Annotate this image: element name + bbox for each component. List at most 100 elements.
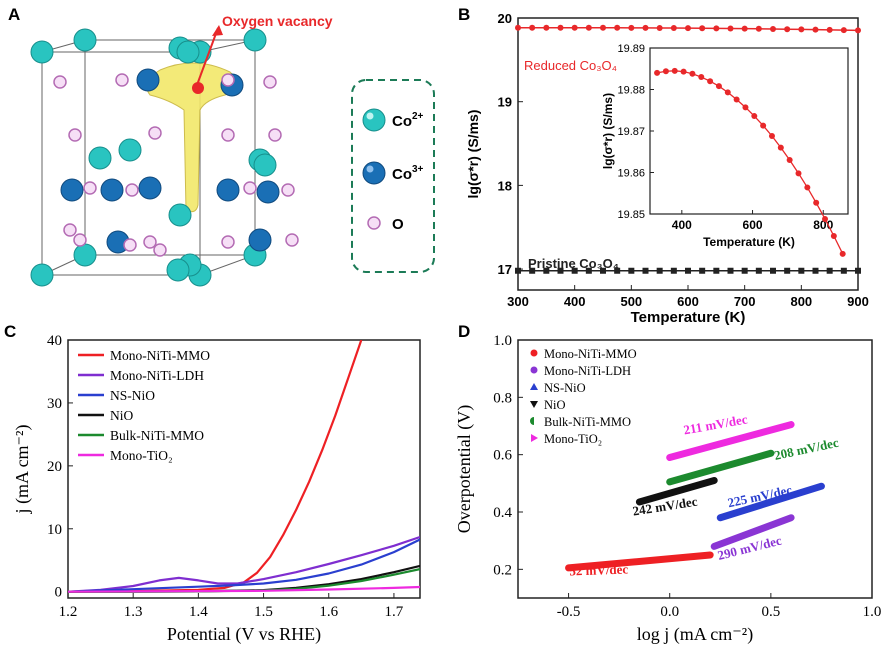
- oxygen-atom: [73, 233, 87, 247]
- data-point: [685, 25, 691, 32]
- oxygen-atom: [281, 183, 295, 197]
- co3-ion-icon: [362, 161, 386, 185]
- oxygen-atom: [125, 183, 139, 197]
- x-tick-label: 900: [847, 294, 869, 309]
- y-tick-label: 20: [498, 11, 512, 26]
- data-point: [585, 24, 592, 31]
- x-tick-label: 400: [564, 294, 586, 309]
- tafel-line-2: [716, 482, 825, 522]
- data-point: [713, 267, 720, 274]
- inset-data-point: [707, 78, 714, 85]
- oxygen-atom-icon: [367, 216, 381, 230]
- legend-label: NiO: [544, 398, 566, 412]
- x-tick-label: 1.6: [319, 604, 338, 620]
- x-tick-label: 1.2: [59, 604, 78, 620]
- pristine-label: Pristine Co₃O₄: [528, 256, 619, 271]
- co2-ion: [166, 258, 190, 282]
- x-tick-label: 1.5: [254, 604, 273, 620]
- inset-data-point: [813, 199, 820, 206]
- co2-ion: [243, 28, 267, 52]
- co2-ion: [73, 28, 97, 52]
- tafel-line-0: [565, 551, 714, 572]
- tafel-slope-label: 290 mV/dec: [716, 533, 783, 563]
- inset-data-point: [680, 68, 687, 75]
- inset-x-tick-label: 800: [813, 218, 833, 232]
- data-point: [571, 267, 578, 274]
- data-point: [812, 267, 819, 274]
- conductivity-chart: 300 400 500 600 700 800 900 17 18 19 20 Temperature…: [465, 11, 869, 326]
- oxygen-atom: [153, 243, 167, 257]
- oxygen-atom: [115, 73, 129, 87]
- y-tick-label: 20: [47, 459, 62, 475]
- data-point: [826, 267, 833, 274]
- co2-ion: [168, 203, 192, 227]
- data-point: [855, 27, 861, 34]
- co2-ion: [118, 138, 142, 162]
- y-tick-label: 0.4: [493, 505, 512, 521]
- y-axis-title: lg(σ*r) (S/ms): [465, 110, 481, 199]
- legend-marker: [530, 383, 538, 390]
- inset-y-axis-title: lg(σ*r) (S/ms): [601, 93, 615, 169]
- oxygen-atom: [221, 128, 235, 142]
- legend-co3-label: Co3+: [392, 164, 424, 183]
- inset-data-point: [804, 184, 811, 191]
- legend-marker: [530, 366, 538, 374]
- tafel-slope-label: 52 mV/dec: [569, 561, 629, 578]
- inset-data-point: [724, 89, 731, 96]
- legend-o-label: O: [392, 216, 404, 233]
- highlight: [366, 165, 374, 173]
- inset-data-point: [777, 144, 784, 151]
- series-line-1: [68, 535, 420, 593]
- data-point: [770, 25, 776, 32]
- data-point: [812, 26, 819, 33]
- legend-label: Mono-NiTi-LDH: [110, 368, 204, 383]
- x-axis-title: log j (mA cm⁻²): [637, 624, 753, 645]
- data-point: [685, 267, 691, 274]
- co3-ion: [256, 180, 280, 204]
- tafel-chart: -0.5 0.0 0.5 1.0 0.2 0.4 0.6 0.8 1.0 log j (mA cm…: [454, 333, 881, 645]
- data-point: [784, 26, 791, 33]
- x-tick-label: 1.0: [863, 604, 882, 620]
- co3-ion: [136, 68, 160, 92]
- legend-label: Mono-NiTi-LDH: [544, 364, 631, 378]
- inset-y-tick-label: 19.88: [617, 85, 645, 97]
- oxygen-vacancy-arrow: [196, 27, 219, 86]
- legend-co3-item: Co3+: [362, 161, 424, 185]
- y-tick-label: 0.8: [493, 390, 512, 406]
- data-point: [699, 267, 706, 274]
- data-point: [798, 26, 805, 33]
- data-point: [798, 267, 805, 274]
- oxygen-atom: [68, 128, 82, 142]
- inset-data-point: [671, 67, 678, 74]
- oxygen-atom: [83, 181, 97, 195]
- y-axis-title: j (mA cm⁻²): [12, 425, 33, 515]
- legend-label: Mono-TiO₂: [110, 448, 173, 463]
- data-point: [642, 24, 649, 31]
- inset-y-tick-label: 19.85: [617, 209, 645, 221]
- y-tick-label: 40: [47, 333, 62, 349]
- co2-ion: [73, 243, 97, 267]
- legend-label: NS-NiO: [544, 381, 586, 395]
- inset-series-line: [656, 70, 844, 255]
- inset-data-point: [760, 122, 767, 129]
- legend-label: Mono-TiO₂: [544, 432, 602, 446]
- x-tick-label: 1.4: [189, 604, 208, 620]
- inset-x-tick-label: 600: [743, 218, 763, 232]
- data-point: [741, 25, 748, 32]
- inset-y-tick-label: 19.86: [617, 168, 645, 180]
- legend-marker: [531, 434, 538, 442]
- data-point: [515, 267, 521, 274]
- x-tick-label: 0.5: [761, 604, 780, 620]
- data-point: [543, 24, 550, 31]
- co3-ion: [248, 228, 272, 252]
- data-point: [628, 24, 635, 31]
- panel-label-c: C: [4, 322, 16, 341]
- inset-data-point: [830, 232, 837, 239]
- data-point: [585, 267, 592, 274]
- oxygen-atom: [243, 181, 257, 195]
- data-point: [557, 24, 564, 31]
- lsv-chart-panel: C 1.2 1.3 1.4 1.5 1.6 1.7 0 10 20 30 40 Potential (…: [4, 322, 421, 645]
- data-point: [529, 267, 536, 274]
- legend-co2-label: Co2+: [392, 111, 424, 130]
- co3-ion: [138, 176, 162, 200]
